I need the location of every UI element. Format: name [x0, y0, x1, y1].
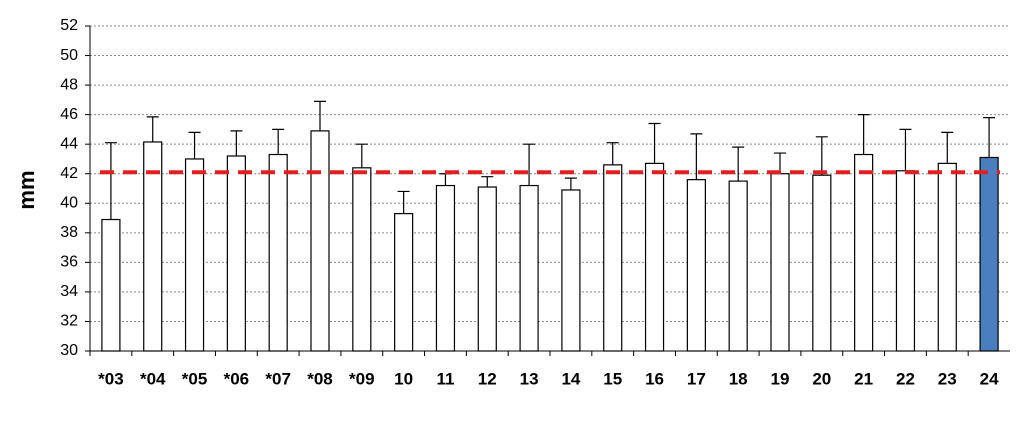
- x-tick-label: 23: [938, 369, 957, 388]
- error-bar: [439, 173, 452, 186]
- error-bar: [272, 128, 285, 155]
- error-bar: [397, 190, 410, 214]
- x-tick-label: 10: [394, 369, 413, 388]
- bar: [728, 180, 748, 352]
- bar: [603, 164, 623, 352]
- bar: [854, 153, 874, 352]
- y-tick-label: 38: [60, 224, 78, 241]
- error-bar: [230, 130, 243, 156]
- y-tick-label: 46: [60, 106, 78, 123]
- x-tick-label: 24: [980, 369, 999, 388]
- x-tick-label: *04: [140, 369, 166, 388]
- error-bar: [314, 100, 326, 131]
- error-bar: [857, 114, 870, 155]
- bar: [268, 153, 288, 352]
- error-bar: [188, 131, 201, 159]
- y-tick-label: 30: [60, 342, 78, 359]
- y-tick-label: 44: [60, 135, 78, 152]
- x-tick-label: 18: [729, 369, 748, 388]
- error-bar: [523, 143, 536, 186]
- bar: [644, 162, 665, 352]
- x-tick-label: 17: [687, 369, 706, 388]
- bar: [310, 130, 330, 352]
- x-tick-label: 15: [603, 369, 622, 388]
- x-tick-label: 19: [771, 369, 790, 388]
- y-tick-label: 40: [60, 194, 78, 211]
- bar: [937, 162, 957, 352]
- bar: [352, 167, 372, 352]
- bar: [979, 156, 999, 352]
- y-tick-label: 42: [60, 165, 78, 182]
- x-tick-label: *05: [182, 369, 208, 388]
- error-bar: [481, 176, 494, 188]
- x-tick-label: *09: [349, 369, 375, 388]
- x-tick-label: *06: [224, 369, 250, 388]
- error-bar: [648, 122, 661, 164]
- error-bar: [941, 131, 954, 164]
- error-bar: [899, 128, 912, 171]
- bar: [226, 155, 246, 352]
- error-bar: [983, 116, 996, 158]
- bar: [770, 173, 790, 352]
- x-tick-label: 12: [478, 369, 497, 388]
- x-tick-label: 22: [896, 369, 915, 388]
- y-tick-label: 36: [60, 254, 78, 271]
- bar: [101, 218, 121, 352]
- error-bar: [355, 143, 368, 168]
- error-bar: [146, 116, 159, 142]
- bar: [686, 179, 706, 352]
- error-bar: [606, 142, 619, 165]
- y-axis-label: mm: [14, 170, 39, 209]
- x-tick-label: *08: [307, 369, 333, 388]
- bar: [394, 213, 414, 352]
- x-tick-label: 20: [812, 369, 831, 388]
- bar: [435, 184, 456, 352]
- x-tick-label: 21: [854, 369, 873, 388]
- error-bar: [564, 177, 577, 190]
- y-tick-label: 50: [60, 47, 78, 64]
- error-bar: [690, 133, 703, 180]
- x-tick-label: 16: [645, 369, 664, 388]
- bar: [519, 184, 539, 352]
- error-bar: [815, 136, 828, 176]
- bar: [477, 186, 497, 352]
- x-tick-label: 14: [561, 369, 580, 388]
- y-tick-label: 32: [60, 313, 78, 330]
- x-tick-label: 11: [436, 369, 454, 388]
- x-tick-label: *03: [98, 369, 124, 388]
- bar: [895, 170, 916, 352]
- x-tick-label: *07: [265, 369, 291, 388]
- y-tick-label: 52: [60, 17, 78, 34]
- y-tick-label: 34: [60, 283, 78, 300]
- x-tick-label: 13: [520, 369, 539, 388]
- bar: [561, 189, 581, 352]
- error-bar: [104, 142, 117, 220]
- y-tick-label: 48: [60, 76, 78, 93]
- bar: [184, 158, 205, 352]
- bar: [812, 174, 832, 352]
- error-bar: [732, 146, 745, 182]
